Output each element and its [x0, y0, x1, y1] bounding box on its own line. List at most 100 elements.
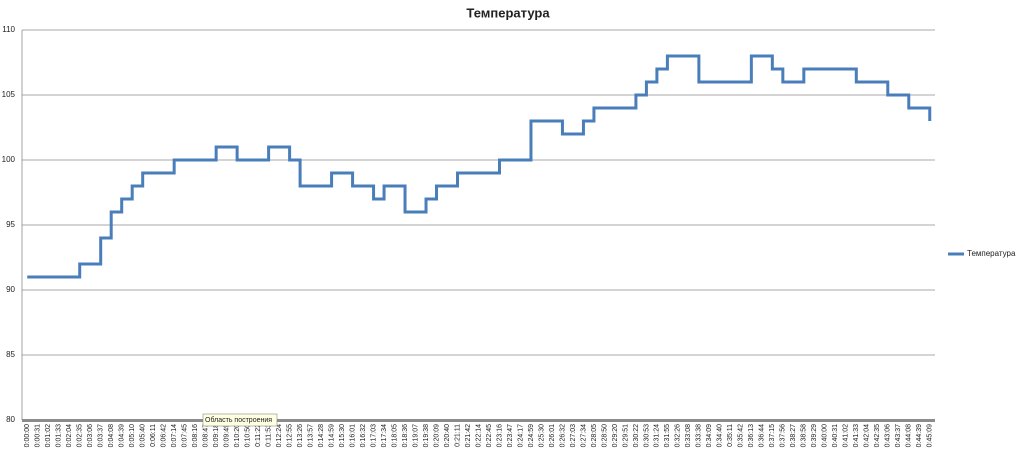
x-tick-label: 0:38:58	[801, 424, 808, 447]
x-tick-label: 0:40:31	[832, 424, 839, 447]
x-tick-label: 0:21:42	[465, 424, 472, 447]
x-tick-label: 0:43:06	[885, 424, 892, 447]
y-tick-label: 85	[6, 350, 15, 359]
x-tick-label: 0:32:26	[675, 424, 682, 447]
x-tick-label: 0:42:35	[874, 424, 881, 447]
x-tick-label: 0:07:45	[182, 424, 189, 447]
x-tick-label: 0:04:39	[119, 424, 126, 447]
x-tick-label: 0:30:22	[633, 424, 640, 447]
x-axis	[22, 419, 935, 422]
x-tick-label: 0:00:00	[24, 424, 31, 447]
x-tick-label: 0:18:36	[402, 424, 409, 447]
x-tick-label: 0:14:59	[328, 424, 335, 447]
x-tick-label: 0:37:56	[780, 424, 787, 447]
x-tick-label: 0:26:32	[559, 424, 566, 447]
tooltip: Область построения	[205, 416, 272, 424]
x-tick-label: 0:17:03	[370, 424, 377, 447]
x-tick-label: 0:10:20	[234, 424, 241, 447]
x-tick-label: 0:22:45	[486, 424, 493, 447]
x-tick-label: 0:12:24	[276, 424, 283, 447]
x-tick-label: 0:23:47	[507, 424, 514, 447]
x-tick-label: 0:31:24	[654, 424, 661, 447]
x-tick-label: 0:12:55	[286, 424, 293, 447]
x-tick-label: 0:24:59	[528, 424, 535, 447]
x-tick-label: 0:33:38	[696, 424, 703, 447]
plot-area[interactable]: 80 85 90 95 100 105 110 0:00:00 0:00:31 0:01:02 0:…	[2, 25, 935, 447]
x-tick-label: 0:21:11	[454, 424, 461, 447]
x-tick-label: 0:36:44	[759, 424, 766, 447]
x-tick-label: 0:09:49	[223, 424, 230, 447]
x-tick-label: 0:01:02	[45, 424, 52, 447]
x-tick-label: 0:16:32	[360, 424, 367, 447]
x-tick-label: 0:41:02	[843, 424, 850, 447]
x-tick-label: 0:11:22	[255, 424, 262, 447]
x-tick-label: 0:13:26	[297, 424, 304, 447]
y-tick-label: 110	[2, 25, 15, 34]
x-tick-label: 0:29:51	[622, 424, 629, 447]
x-tick-label: 0:00:31	[35, 424, 42, 447]
x-tick-label: 0:35:11	[727, 424, 734, 447]
x-tick-label: 0:34:40	[717, 424, 724, 447]
x-tick-label: 0:02:04	[66, 424, 73, 447]
y-tick-label: 80	[6, 415, 15, 424]
x-tick-label: 0:41:33	[853, 424, 860, 447]
line-series	[27, 54, 932, 279]
x-tick-label: 0:34:09	[706, 424, 713, 447]
x-tick-label: 0:27:03	[570, 424, 577, 447]
x-tick-label: 0:38:27	[790, 424, 797, 447]
x-tick-label: 0:39:29	[811, 424, 818, 447]
x-tick-label: 0:43:37	[895, 424, 902, 447]
x-tick-label: 0:22:14	[475, 424, 482, 447]
x-tick-label: 0:05:40	[140, 424, 147, 447]
x-tick-label: 0:33:08	[685, 424, 692, 447]
x-tick-label: 0:28:50	[601, 424, 608, 447]
x-tick-label: 0:08:47	[202, 424, 209, 447]
x-tick-label: 0:40:00	[822, 424, 829, 447]
legend-label: Температура	[967, 249, 1016, 258]
x-tick-label: 0:14:28	[318, 424, 325, 447]
x-tick-label: 0:37:15	[769, 424, 776, 447]
chart-title: Температура	[466, 5, 550, 20]
x-tick-label: 0:04:08	[108, 424, 115, 447]
x-tick-label: 0:44:08	[906, 424, 913, 447]
x-tick-label: 0:27:34	[580, 424, 587, 447]
x-tick-label: 0:03:06	[87, 424, 94, 447]
x-tick-label: 0:06:42	[161, 424, 168, 447]
x-tick-label: 0:35:42	[738, 424, 745, 447]
x-tick-label: 0:19:38	[423, 424, 430, 447]
x-tick-label: 0:10:50	[244, 424, 251, 447]
x-tick-label: 0:06:11	[150, 424, 157, 447]
x-tick-label: 0:02:35	[77, 424, 84, 447]
x-tick-label: 0:18:05	[391, 424, 398, 447]
x-tick-label: 0:17:34	[381, 424, 388, 447]
x-tick-label: 0:29:20	[612, 424, 619, 447]
x-tick-label: 0:25:30	[538, 424, 545, 447]
x-tick-label: 0:45:09	[927, 424, 934, 447]
x-tick-label: 0:11:53	[265, 424, 272, 447]
x-tick-label: 0:01:33	[56, 424, 63, 447]
x-tick-label: 0:03:37	[98, 424, 105, 447]
x-tick-label: 0:23:16	[496, 424, 503, 447]
x-tick-label: 0:13:57	[307, 424, 314, 447]
x-tick-label: 0:28:05	[591, 424, 598, 447]
x-tick-label: 0:05:10	[129, 424, 136, 447]
x-tick-label: 0:42:04	[864, 424, 871, 447]
y-tick-label: 105	[2, 90, 16, 99]
x-tick-label: 0:44:39	[916, 424, 923, 447]
x-tick-label: 0:07:14	[171, 424, 178, 447]
x-tick-label: 0:20:09	[433, 424, 440, 447]
x-tick-label: 0:36:13	[748, 424, 755, 447]
x-tick-label: 0:16:01	[349, 424, 356, 447]
tooltip-box	[202, 413, 278, 427]
x-tick-label: 0:24:17	[517, 424, 524, 447]
x-tick-label: 0:09:18	[213, 424, 220, 447]
x-tick-label: 0:26:01	[549, 424, 556, 447]
x-tick-label: 0:31:55	[664, 424, 671, 447]
y-tick-label: 90	[6, 285, 15, 294]
y-tick-label: 100	[2, 155, 16, 164]
y-tick-label: 95	[6, 220, 15, 229]
x-tick-label: 0:20:40	[444, 424, 451, 447]
x-tick-label: 0:15:30	[339, 424, 346, 447]
